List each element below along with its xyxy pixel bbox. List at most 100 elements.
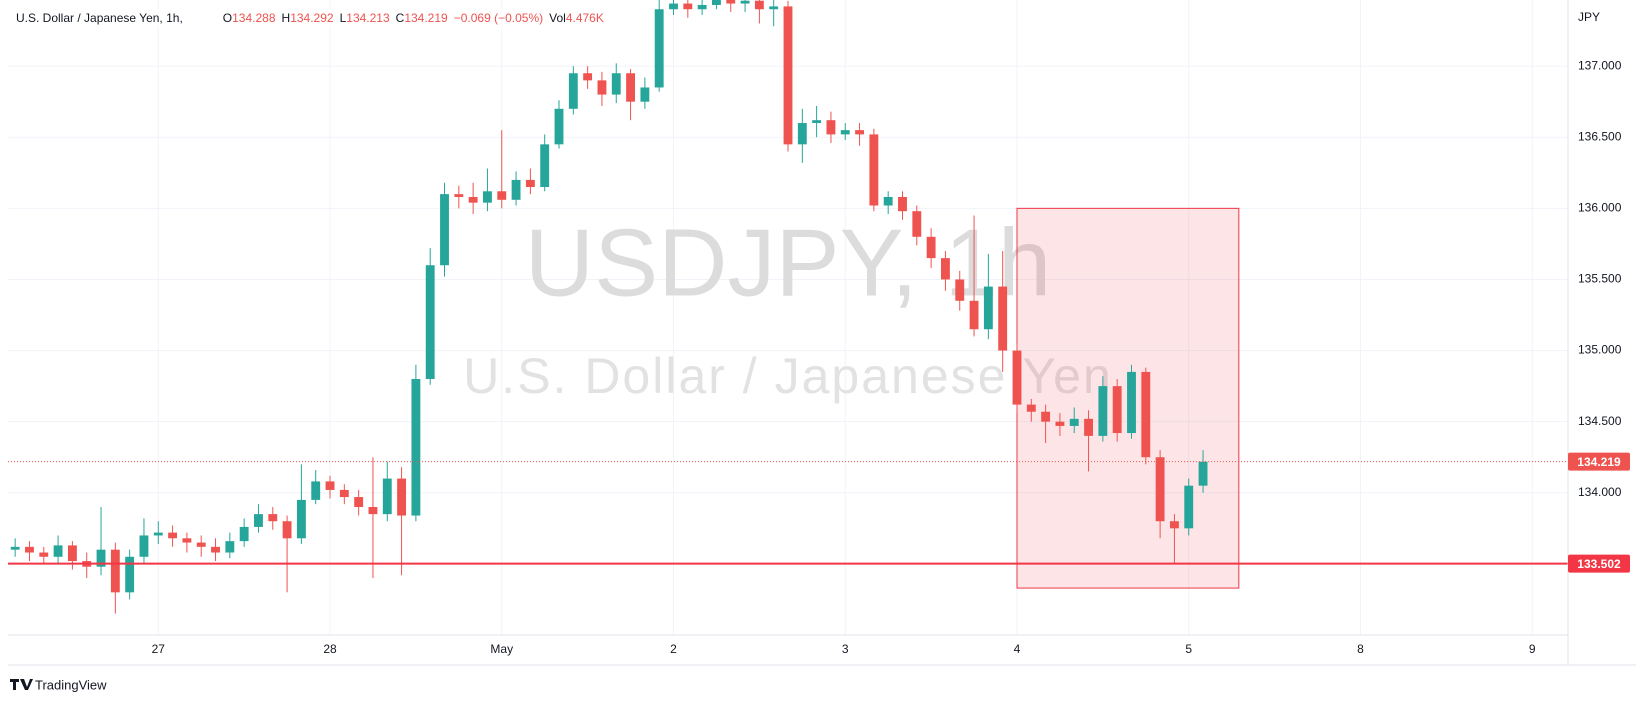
candle-body xyxy=(511,179,521,200)
candle-body xyxy=(840,130,850,135)
ohlc-value: 134.292 xyxy=(290,11,334,25)
ohlc-value: 134.219 xyxy=(404,11,448,25)
candle-body xyxy=(425,265,435,380)
grid xyxy=(8,0,1568,635)
candle-body xyxy=(497,191,507,200)
ohlc-value: 134.213 xyxy=(346,11,390,25)
candle-body xyxy=(855,130,864,135)
x-tick-label: 4 xyxy=(1014,642,1021,656)
x-tick-label: 9 xyxy=(1529,642,1536,656)
candle-body xyxy=(983,286,993,330)
candle-body xyxy=(39,552,49,557)
legend-background xyxy=(10,9,610,29)
candle-body xyxy=(597,80,607,95)
candle-body xyxy=(568,73,578,109)
candle-body xyxy=(196,542,206,547)
watermark: USDJPY, 1h xyxy=(525,209,1052,316)
x-tick-label: May xyxy=(490,642,513,656)
y-tick-label: 135.500 xyxy=(1578,272,1622,286)
price-label: 134.219 xyxy=(1577,455,1621,469)
y-tick-label: 136.000 xyxy=(1578,201,1622,215)
candle-body xyxy=(1069,418,1079,426)
candle-body xyxy=(726,0,736,4)
candle-body xyxy=(683,3,693,10)
x-tick-label: 27 xyxy=(152,642,166,656)
candle-body xyxy=(611,73,621,95)
candle-body xyxy=(211,546,220,553)
ohlc-legend: U.S. Dollar / Japanese Yen, 1h, O 134.288 H… xyxy=(10,9,610,29)
candle-body xyxy=(67,545,77,562)
candle-body xyxy=(826,120,836,135)
candle-body xyxy=(382,478,392,515)
candle-body xyxy=(1098,386,1108,436)
ohlc-label: L xyxy=(340,11,347,25)
price-label-box xyxy=(1568,554,1630,573)
candle-body xyxy=(1127,371,1136,434)
candle-body xyxy=(525,179,535,188)
candle-body xyxy=(640,87,650,102)
y-tick-label: 134.000 xyxy=(1578,485,1622,499)
candle-body xyxy=(225,541,235,553)
candle-body xyxy=(712,0,721,5)
candle-body xyxy=(883,196,893,206)
candle-body xyxy=(740,0,750,4)
candle-body xyxy=(411,379,421,516)
x-tick-label: 5 xyxy=(1185,642,1192,656)
symbol: U.S. Dollar / Japanese Yen, 1h, xyxy=(16,11,183,25)
change: −0.069 (−0.05%) xyxy=(454,11,543,25)
candle-body xyxy=(397,478,407,516)
candle-body xyxy=(540,144,550,188)
candle-body xyxy=(869,134,879,206)
candle-body xyxy=(254,514,263,527)
candle-body xyxy=(368,507,378,515)
candle-body xyxy=(797,123,807,145)
candle-body xyxy=(483,191,492,203)
candle-body xyxy=(912,211,922,237)
x-tick-label: 8 xyxy=(1357,642,1364,656)
candle-body xyxy=(940,258,950,280)
candle-body xyxy=(1055,421,1065,426)
candle-body xyxy=(669,3,678,10)
candle-body xyxy=(697,4,707,10)
candle-body xyxy=(783,6,793,145)
ohlc-value: 134.288 xyxy=(232,11,276,25)
candle-body xyxy=(1141,371,1151,458)
candle-body xyxy=(339,489,349,498)
candle-body xyxy=(468,196,478,203)
y-tick-label: 136.500 xyxy=(1578,129,1622,143)
candle-body xyxy=(1155,457,1165,522)
candle-body xyxy=(125,556,135,593)
candle-body xyxy=(898,196,907,212)
candle-body xyxy=(10,546,20,550)
candle-body xyxy=(1112,386,1122,434)
candle-body xyxy=(1084,418,1093,436)
candle-body xyxy=(969,300,979,330)
plot xyxy=(8,0,1568,614)
candle-body xyxy=(239,526,249,542)
ohlc-label: O xyxy=(223,11,232,25)
axes: 134.000 134.500 135.000 135.500 136.000 136.5… xyxy=(152,58,1630,656)
candle-body xyxy=(654,9,664,88)
ohlc-label: C xyxy=(396,11,405,25)
volume-value: 4.476K xyxy=(566,11,604,25)
candle-body xyxy=(268,514,278,522)
candle-body xyxy=(1026,404,1036,412)
candle-body xyxy=(812,120,822,124)
candle-body xyxy=(926,236,936,259)
candle-body xyxy=(296,499,306,539)
candle-body xyxy=(110,549,120,593)
y-tick-label: 134.500 xyxy=(1578,414,1622,428)
candle-body xyxy=(282,521,292,539)
x-tick-label: 3 xyxy=(842,642,849,656)
x-tick-label: 28 xyxy=(323,642,337,656)
candle-body xyxy=(1169,521,1179,529)
ohlc-label: H xyxy=(282,11,291,25)
candle-body xyxy=(25,546,34,553)
candle-body xyxy=(311,481,321,500)
price-label-box xyxy=(1568,452,1630,471)
price-label: 133.502 xyxy=(1577,557,1621,571)
candle-body xyxy=(354,497,364,508)
candle-body xyxy=(583,73,593,81)
candle-body xyxy=(769,6,779,10)
